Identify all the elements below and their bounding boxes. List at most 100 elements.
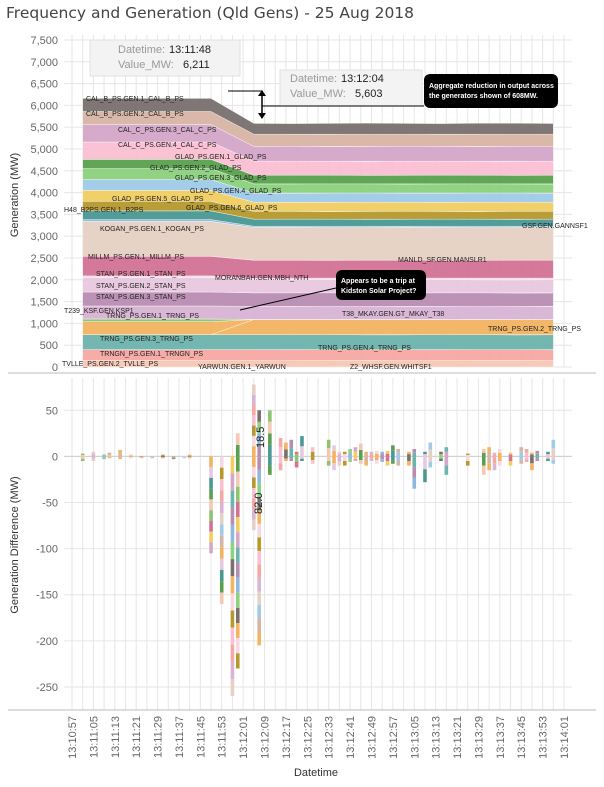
- bar-segment: [118, 453, 122, 457]
- tooltip-key: Value_MW:: [118, 59, 174, 71]
- bar-segment: [310, 456, 315, 461]
- bar-segment: [391, 445, 395, 451]
- bar-segment: [294, 456, 299, 462]
- bar-segment: [481, 449, 486, 453]
- bar-segment: [235, 623, 240, 639]
- bar-segment: [219, 467, 224, 480]
- bar-segment: [423, 454, 427, 457]
- bar-segment: [278, 437, 283, 448]
- bar-segment: [353, 447, 358, 452]
- bar-segment: [252, 394, 256, 406]
- bar-segment: [257, 523, 261, 538]
- bar-segment: [300, 436, 304, 447]
- bar-segment: [235, 471, 240, 487]
- bar-segment: [423, 456, 427, 470]
- x-tick-label: 13:11:45: [195, 716, 207, 758]
- bar-segment: [530, 463, 534, 471]
- bar-segment: [187, 454, 192, 456]
- bar-segment: [407, 456, 411, 461]
- y-tick-label: 5,000: [30, 144, 58, 156]
- x-tick-label: 13:11:29: [153, 716, 165, 758]
- bar-segment: [380, 459, 384, 462]
- bar-segment: [161, 457, 165, 459]
- series-label: TRNGN_PS.GEN.1_TRNGN_PS: [100, 351, 203, 358]
- bar-segment: [337, 456, 342, 461]
- bar-segment: [219, 535, 224, 548]
- bar-segment: [380, 456, 384, 460]
- bar-segment: [187, 456, 192, 458]
- annotation-box: [336, 270, 426, 300]
- bar-segment: [423, 469, 427, 483]
- annotation-text: the generators shown of 608MW.: [429, 93, 538, 100]
- x-tick-label: 13:11:13: [110, 716, 122, 758]
- diff-value-label: 82.0: [253, 493, 265, 514]
- series-label: T38_MKAY.GEN.GT_MKAY_T38: [342, 311, 444, 318]
- arrow-head-icon: [258, 90, 266, 96]
- bar-segment: [396, 456, 401, 461]
- diff-value-label: 18.5: [255, 427, 267, 448]
- series-label: Z2_WHSF.GEN.WHITSF1: [350, 364, 432, 371]
- bar-segment: [332, 450, 336, 457]
- bar-segment: [348, 459, 352, 462]
- bar-segment: [219, 513, 224, 525]
- tooltip-key: Datetime:: [290, 73, 337, 85]
- bar-segment: [439, 458, 443, 461]
- bar-segment: [102, 456, 106, 458]
- y-tick-label: 4,500: [30, 166, 58, 178]
- bar-segment: [423, 451, 427, 455]
- bar-segment: [257, 444, 261, 457]
- bar-segment: [209, 531, 213, 543]
- bar-segment: [252, 456, 256, 467]
- bar-segment: [369, 451, 374, 455]
- bar-segment: [235, 486, 240, 502]
- bar-segment: [230, 542, 235, 560]
- x-tick-label: 13:12:57: [388, 716, 400, 759]
- bar-segment: [80, 453, 85, 456]
- bar-segment: [353, 456, 358, 459]
- bar-segment: [481, 465, 486, 475]
- x-tick-label: 13:12:01: [238, 716, 250, 759]
- bar-segment: [364, 456, 368, 461]
- bar-segment: [107, 456, 112, 458]
- y-tick-label: 7,000: [30, 57, 58, 69]
- bar-segment: [252, 477, 256, 489]
- bar-segment: [252, 488, 256, 499]
- bar-segment: [252, 384, 256, 395]
- y-tick-label: 0: [52, 451, 58, 463]
- bar-segment: [139, 456, 144, 458]
- x-tick-label: 13:12:33: [324, 716, 336, 759]
- bar-segment: [481, 456, 486, 466]
- bar-segment: [219, 581, 224, 593]
- bar-segment: [508, 456, 513, 461]
- bar-segment: [209, 542, 213, 554]
- bar-segment: [535, 450, 540, 454]
- bar-segment: [358, 456, 363, 461]
- series-label: MANLD_SF.GEN.MANSLR1: [398, 257, 487, 264]
- bar-segment: [268, 456, 272, 466]
- y-tick-label: 7,500: [30, 35, 58, 47]
- bar-segment: [300, 458, 304, 461]
- bar-segment: [551, 439, 556, 449]
- bar-segment: [369, 454, 374, 457]
- bar-segment: [444, 451, 449, 457]
- bar-segment: [546, 458, 550, 461]
- bar-segment: [289, 448, 294, 457]
- bar-segment: [465, 453, 470, 456]
- series-label: GLAD_PS.GEN.1_GLAD_PS: [175, 154, 267, 161]
- bar-segment: [257, 604, 261, 619]
- tooltip-value: 5,603: [355, 88, 383, 100]
- bar-segment: [551, 460, 556, 464]
- bar-segment: [412, 467, 417, 478]
- bar-segment: [546, 456, 550, 459]
- bar-segment: [252, 435, 256, 447]
- bar-segment: [161, 455, 165, 457]
- x-tick-label: 13:11:37: [174, 716, 186, 758]
- bar-segment: [524, 459, 529, 462]
- bar-segment: [235, 653, 240, 669]
- bar-segment: [300, 446, 304, 457]
- bar-segment: [498, 456, 502, 461]
- bar-segment: [364, 454, 368, 457]
- y-tick-label: 50: [46, 405, 58, 417]
- bar-segment: [498, 449, 502, 453]
- bar-segment: [284, 456, 288, 459]
